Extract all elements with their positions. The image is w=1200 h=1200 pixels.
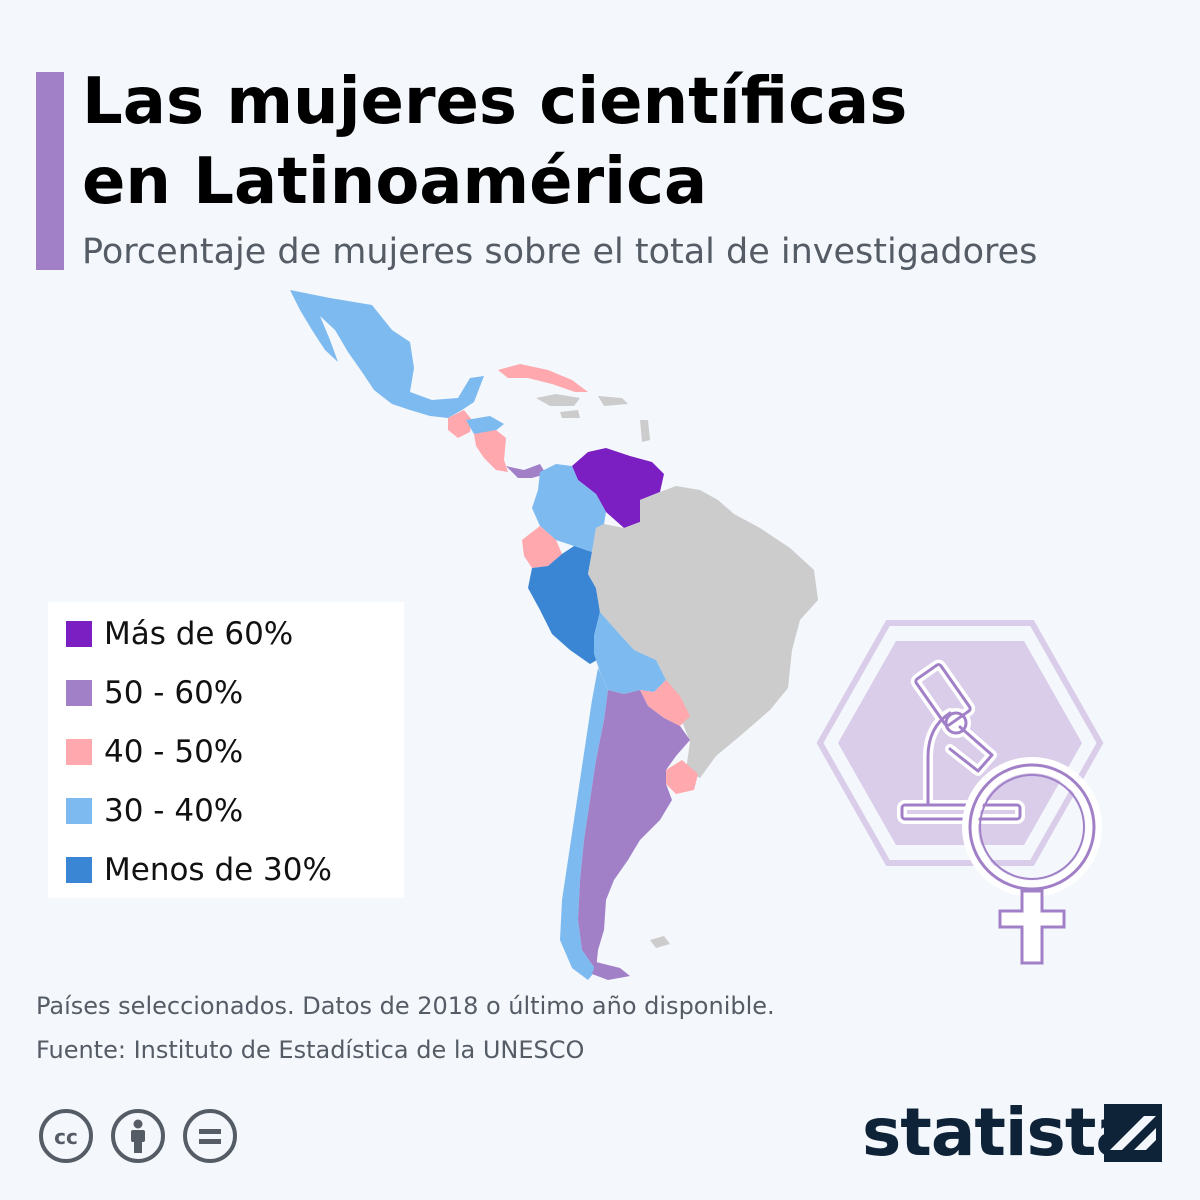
title-line-2: en Latinoamérica [82,145,708,219]
tierra-del-fuego [592,962,630,980]
microscope-female-symbol-icon [816,620,1104,965]
legend-swatch [66,798,92,824]
svg-text:cc: cc [54,1125,78,1149]
statista-logo-icon[interactable] [1104,1104,1162,1162]
legend-item: 50 - 60% [66,673,243,713]
country-peru [528,546,604,664]
country-nicaragua-costa-rica [474,430,508,472]
legend-item: 30 - 40% [66,791,243,831]
legend-swatch [66,621,92,647]
legend-label: Más de 60% [104,616,294,652]
country-bolivia [594,612,666,694]
country-ecuador [522,526,562,568]
legend-label: Menos de 30% [104,852,332,888]
female-symbol-icon [962,757,1102,965]
country-brazil [588,486,818,778]
hexagon-fill [838,641,1082,845]
country-panama [506,464,546,478]
country-uruguay [666,760,698,794]
page-title: Las mujeres científicas en Latinoamérica [82,62,907,222]
subtitle: Porcentaje de mujeres sobre el total de … [82,232,1038,272]
title-line-1: Las mujeres científicas [82,65,908,139]
country-chile [560,668,608,980]
footnote-source: Fuente: Instituto de Estadística de la U… [36,1036,585,1064]
hexagon-outline [816,620,1104,866]
country-honduras [466,416,504,434]
legend-item: Más de 60% [66,614,293,654]
title-accent-bar [36,72,64,270]
country-mexico [290,290,484,418]
legend-label: 30 - 40% [104,793,244,829]
legend-item: 40 - 50% [66,732,243,772]
legend-label: 50 - 60% [104,675,244,711]
country-paraguay [640,680,690,726]
legend-label: 40 - 50% [104,734,244,770]
no-derivatives-icon[interactable] [182,1108,238,1164]
microscope-outline [900,663,1022,821]
country-cuba [498,364,588,392]
legend-item: Menos de 30% [66,850,332,890]
statista-logo-text[interactable]: statista [862,1094,1140,1171]
map-legend: Más de 60% 50 - 60% 40 - 50% 30 - 40% Me… [48,602,404,898]
legend-swatch [66,739,92,765]
country-venezuela [572,448,664,528]
falkland-islands [650,936,670,948]
legend-swatch [66,680,92,706]
attribution-icon[interactable] [110,1108,166,1164]
legend-swatch [66,857,92,883]
country-colombia [532,464,606,552]
creative-commons-icon[interactable]: cc [38,1108,94,1164]
country-argentina [578,690,690,970]
caribbean-islands [536,394,650,442]
country-guatemala [448,410,472,438]
footnote-note: Países seleccionados. Datos de 2018 o úl… [36,992,775,1020]
